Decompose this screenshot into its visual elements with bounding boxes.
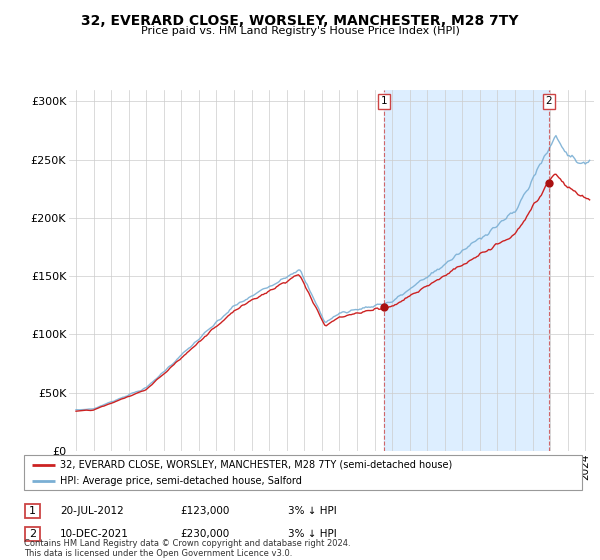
Text: 3% ↓ HPI: 3% ↓ HPI: [288, 529, 337, 539]
Text: Price paid vs. HM Land Registry's House Price Index (HPI): Price paid vs. HM Land Registry's House …: [140, 26, 460, 36]
Bar: [384, 90, 549, 451]
Text: Contains HM Land Registry data © Crown copyright and database right 2024.
This d: Contains HM Land Registry data © Crown c…: [24, 539, 350, 558]
Text: £123,000: £123,000: [180, 506, 229, 516]
Text: 3% ↓ HPI: 3% ↓ HPI: [288, 506, 337, 516]
Text: 32, EVERARD CLOSE, WORSLEY, MANCHESTER, M28 7TY: 32, EVERARD CLOSE, WORSLEY, MANCHESTER, …: [81, 14, 519, 28]
Text: HPI: Average price, semi-detached house, Salford: HPI: Average price, semi-detached house,…: [60, 475, 302, 486]
Text: 1: 1: [381, 96, 388, 106]
Text: 10-DEC-2021: 10-DEC-2021: [60, 529, 129, 539]
Text: 20-JUL-2012: 20-JUL-2012: [60, 506, 124, 516]
Text: 32, EVERARD CLOSE, WORSLEY, MANCHESTER, M28 7TY (semi-detached house): 32, EVERARD CLOSE, WORSLEY, MANCHESTER, …: [60, 460, 452, 470]
Text: 2: 2: [546, 96, 553, 106]
Text: 2: 2: [29, 529, 36, 539]
Text: 1: 1: [29, 506, 36, 516]
Text: £230,000: £230,000: [180, 529, 229, 539]
